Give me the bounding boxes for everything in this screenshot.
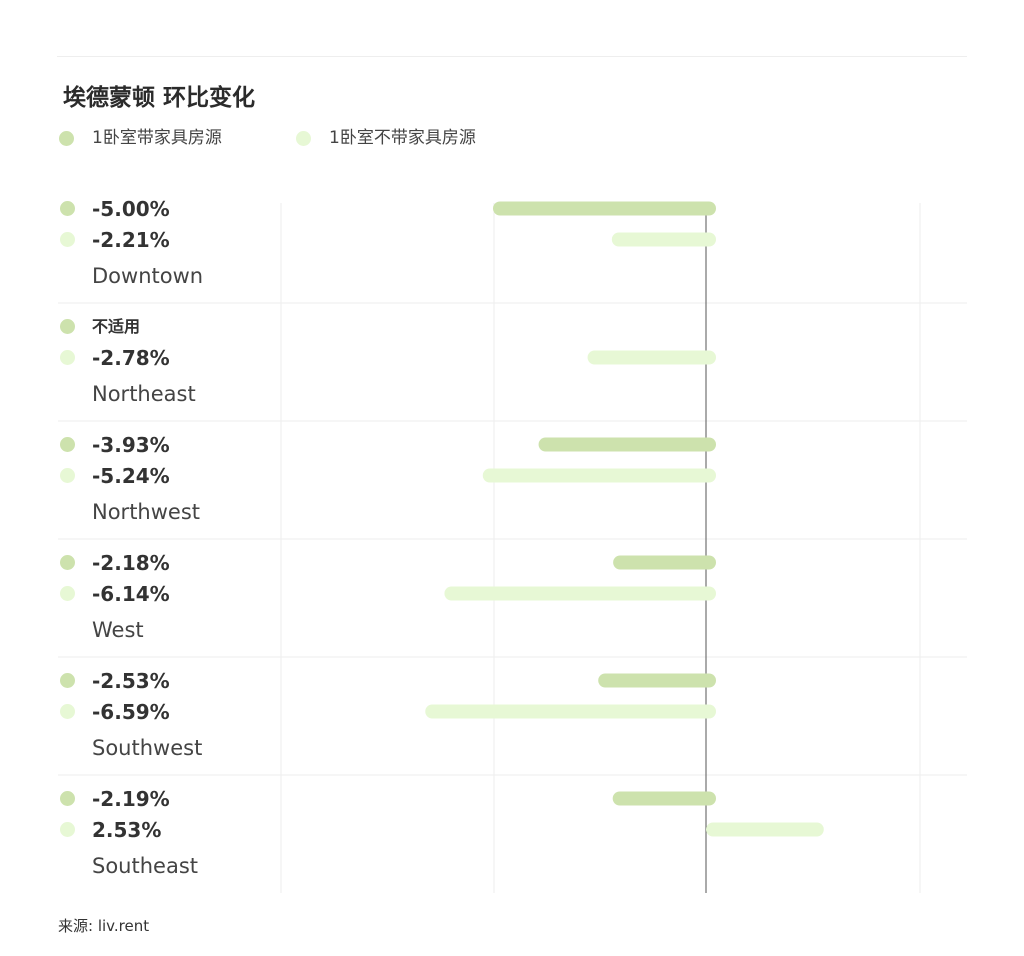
- dot-unfurnished-northeast: [60, 350, 75, 365]
- value-unfurnished-southeast: 2.53%: [92, 817, 162, 842]
- value-furnished-west: -2.18%: [92, 550, 170, 575]
- value-furnished-southwest: -2.53%: [92, 668, 170, 693]
- value-furnished-northwest: -3.93%: [92, 432, 170, 457]
- legend-dot-furnished: [59, 131, 74, 146]
- dot-unfurnished-downtown: [60, 232, 75, 247]
- value-unfurnished-southwest: -6.59%: [92, 699, 170, 724]
- dot-furnished-southwest: [60, 673, 75, 688]
- dot-unfurnished-southeast: [60, 822, 75, 837]
- region-label-southwest: Southwest: [92, 736, 203, 760]
- value-unfurnished-downtown: -2.21%: [92, 227, 170, 252]
- region-label-downtown: Downtown: [92, 264, 204, 288]
- dot-unfurnished-west: [60, 586, 75, 601]
- region-label-west: West: [92, 618, 144, 642]
- dot-furnished-downtown: [60, 201, 75, 216]
- dot-furnished-west: [60, 555, 75, 570]
- region-label-northwest: Northwest: [92, 500, 201, 524]
- value-furnished-downtown: -5.00%: [92, 196, 170, 221]
- value-furnished-northeast: 不适用: [92, 316, 141, 336]
- value-unfurnished-northeast: -2.78%: [92, 345, 170, 370]
- top-divider: [57, 56, 967, 57]
- legend-label-unfurnished: 1卧室不带家具房源: [329, 128, 476, 148]
- region-label-northeast: Northeast: [92, 382, 196, 406]
- legend-label-furnished: 1卧室带家具房源: [92, 128, 222, 148]
- dot-unfurnished-northwest: [60, 468, 75, 483]
- region-label-southeast: Southeast: [92, 854, 198, 878]
- chart-title: 埃德蒙顿 环比变化: [63, 85, 256, 111]
- dot-unfurnished-southwest: [60, 704, 75, 719]
- dot-furnished-northeast: [60, 319, 75, 334]
- value-unfurnished-northwest: -5.24%: [92, 463, 170, 488]
- source-credit: 来源: liv.rent: [58, 917, 150, 935]
- dot-furnished-northwest: [60, 437, 75, 452]
- value-furnished-southeast: -2.19%: [92, 786, 170, 811]
- dot-furnished-southeast: [60, 791, 75, 806]
- legend-dot-unfurnished: [296, 131, 311, 146]
- value-unfurnished-west: -6.14%: [92, 581, 170, 606]
